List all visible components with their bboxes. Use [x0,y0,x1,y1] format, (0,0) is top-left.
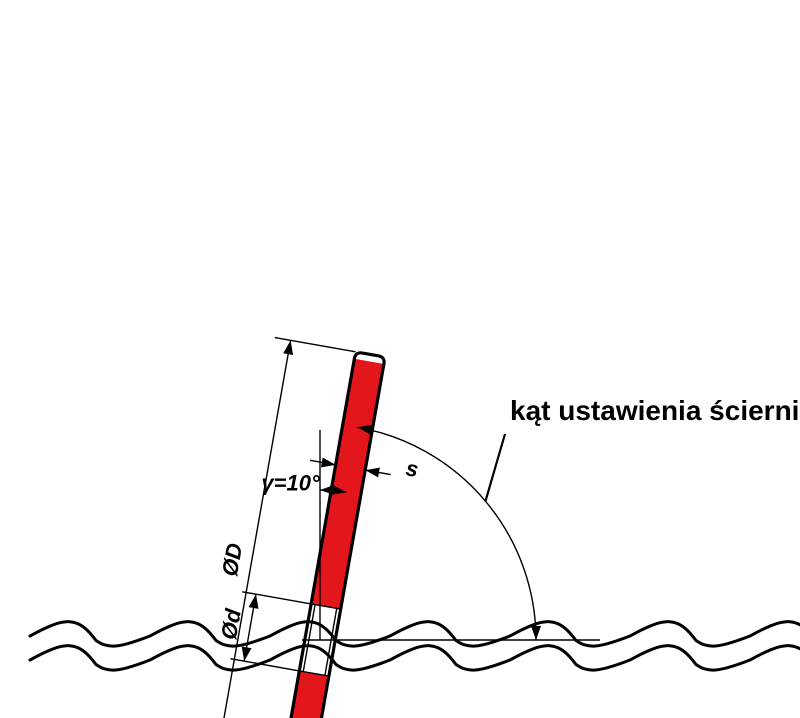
arrowhead [249,594,259,609]
label-annotation: kąt ustawienia ściernicy [510,395,800,426]
arrowhead [283,340,293,355]
annotation-leader [485,434,505,501]
label-gamma: γ=10° [261,471,320,496]
arrowhead [321,458,336,468]
label-diameter-inner: Ød [216,607,246,642]
ground-line-bottom [30,646,800,670]
setting-angle-arc [358,427,536,640]
dim-D-line [190,340,291,718]
arrowhead [365,468,380,478]
arrowhead [242,646,252,661]
diagram-canvas: ØD Ød s γ=10° kąt ustawienia ściernicy [0,0,800,718]
label-thickness: s [404,455,420,482]
ground-line-top [30,622,800,646]
arrowhead [531,626,541,640]
label-diameter-outer: ØD [217,541,247,578]
